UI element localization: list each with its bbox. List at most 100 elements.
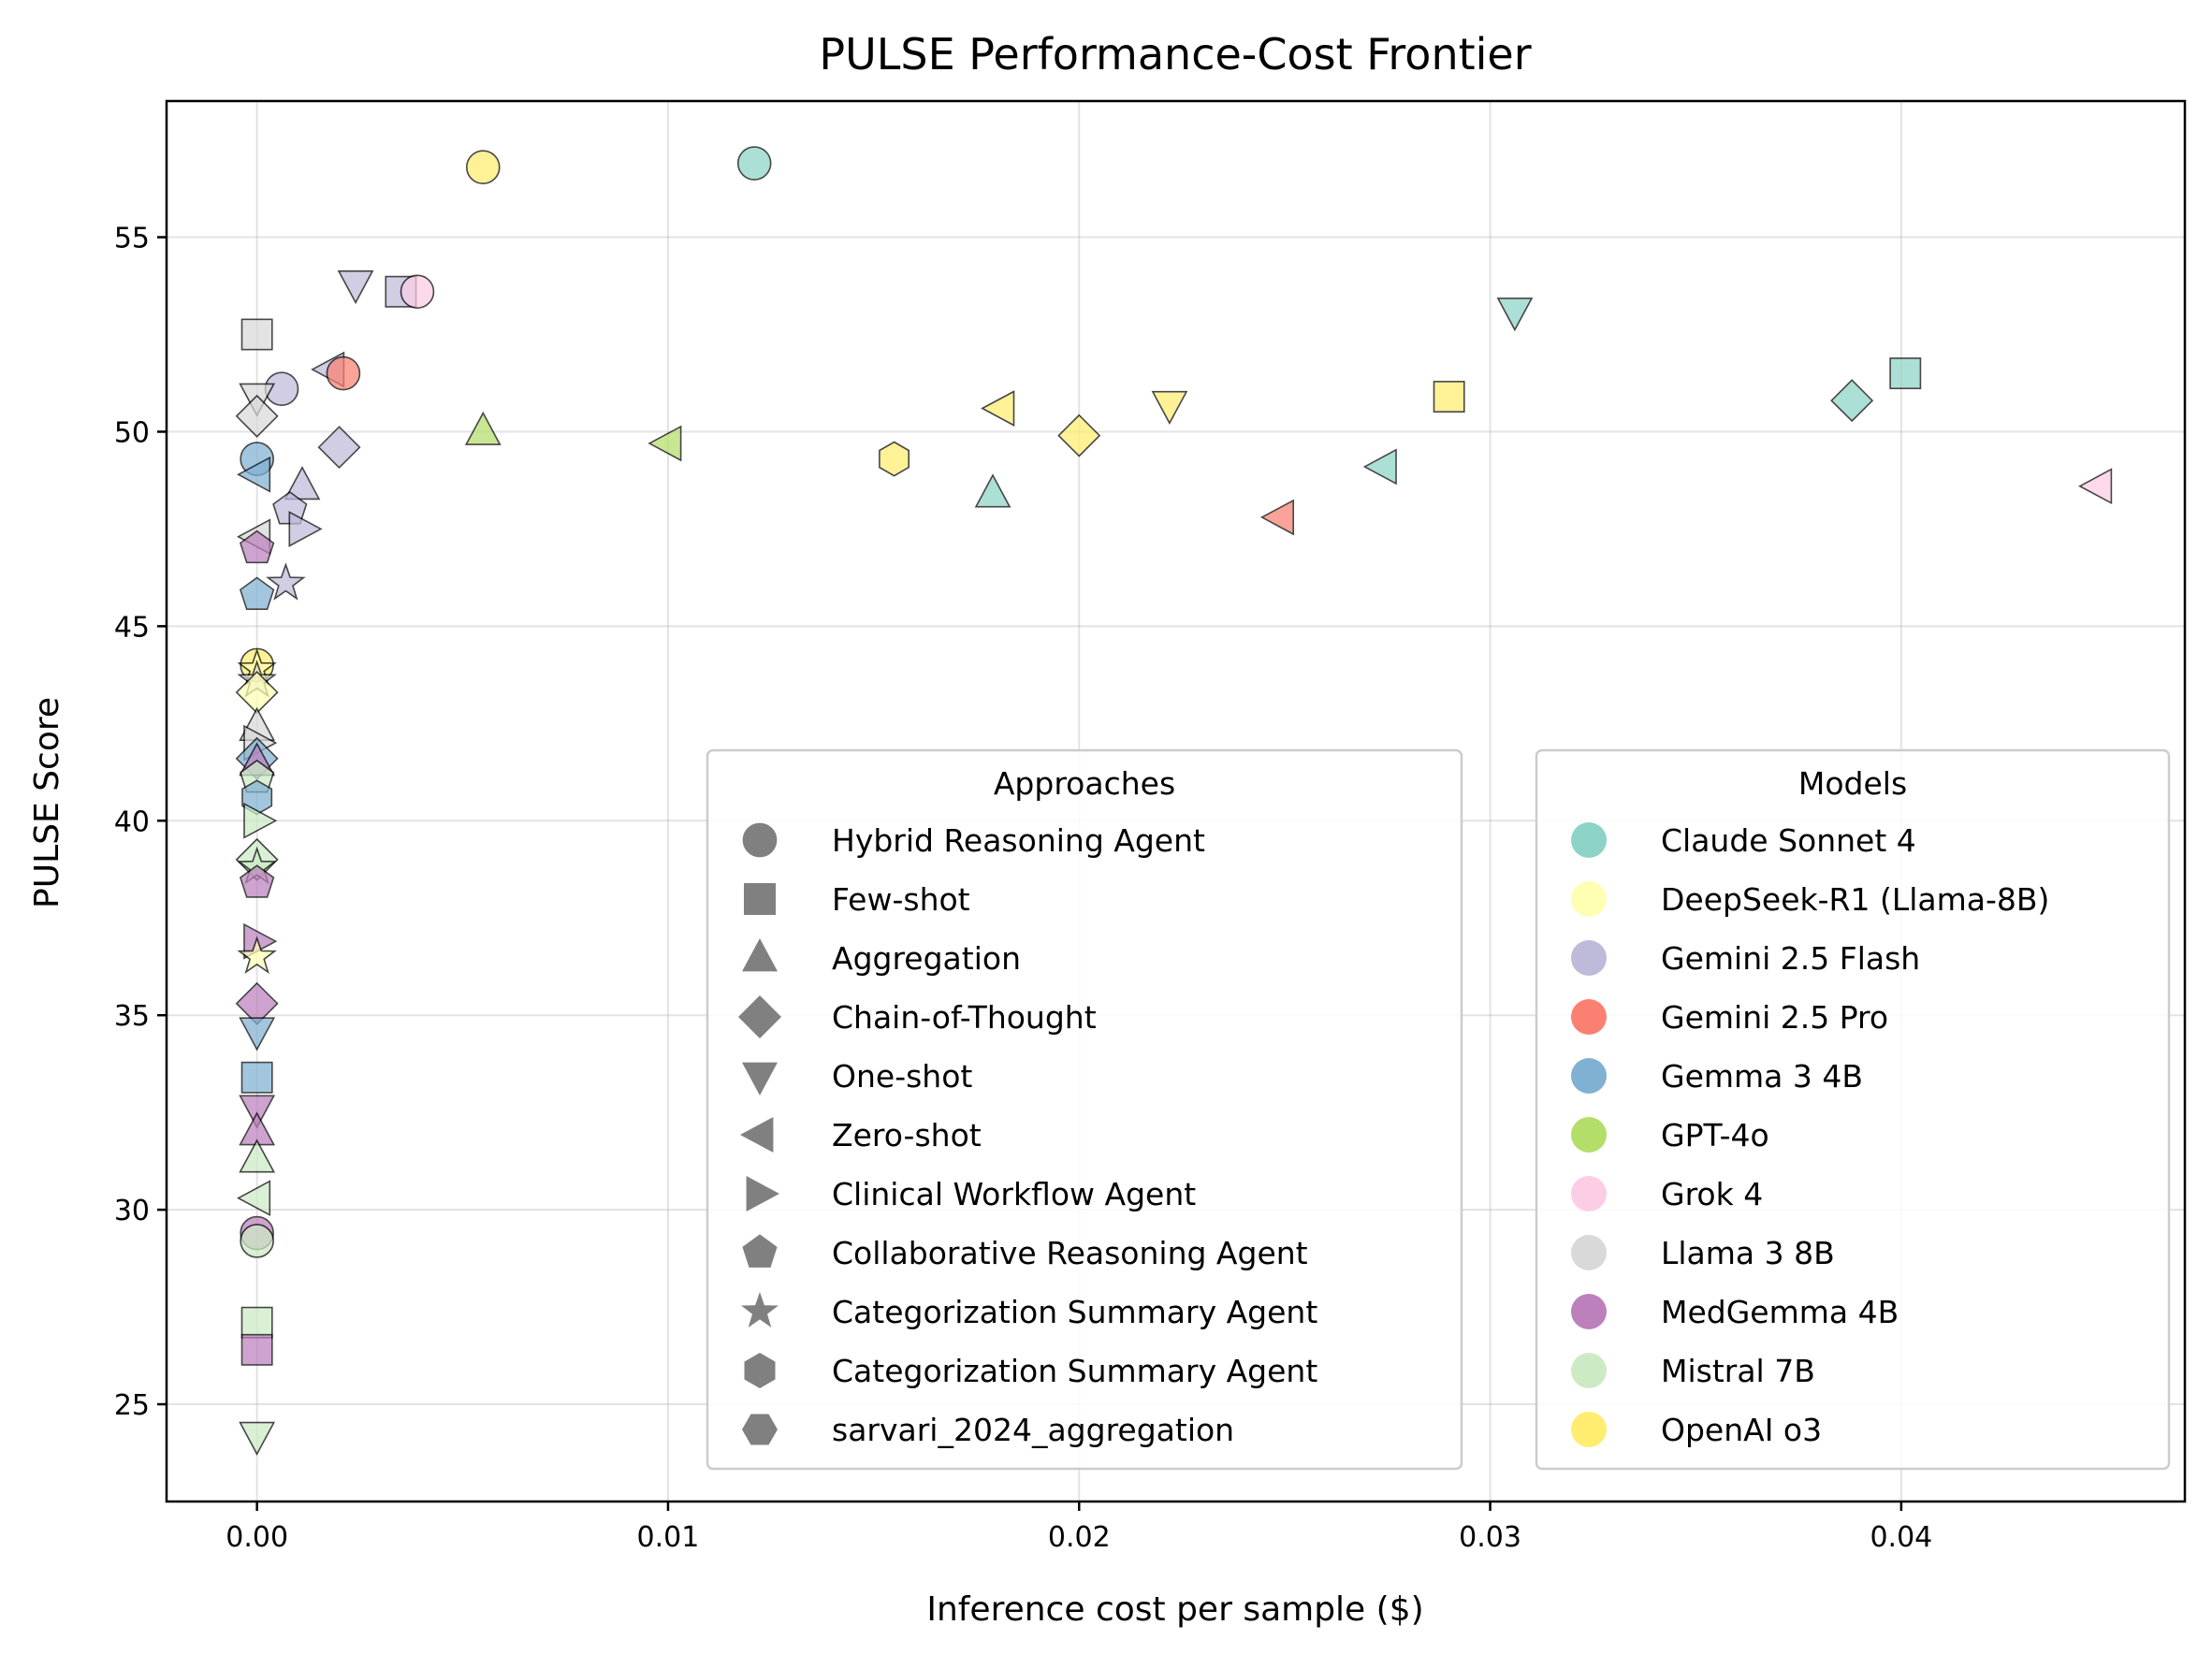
point-mistral-7b-triangle-up (239, 1139, 276, 1173)
point-claude-sonnet-4-triangle-left (1362, 448, 1397, 486)
point-mistral-7b-square (240, 1306, 273, 1339)
data-point (326, 355, 361, 391)
models-legend-label: Gemma 3 4B (1661, 1058, 1863, 1095)
data-point (981, 390, 1015, 427)
y-tick-label: 55 (114, 223, 150, 255)
legend-approach-triangle-up-icon (742, 938, 778, 972)
data-point (239, 1017, 276, 1052)
data-point (1057, 414, 1101, 457)
legend-approach-circle-icon (742, 822, 778, 858)
y-tick-label: 30 (114, 1195, 150, 1227)
data-point (1496, 297, 1534, 332)
point-gemini-2-5-pro-triangle-left (1259, 499, 1294, 536)
data-point (240, 1224, 274, 1258)
point-gemma-3-4b-triangle-left (237, 456, 271, 493)
point-openai-o3-square (1433, 381, 1465, 413)
legend-model-swatch (1571, 822, 1607, 858)
legend-approach-triangle-down-icon (742, 1062, 778, 1095)
approaches-legend-label: Hybrid Reasoning Agent (832, 822, 1205, 859)
point-gemini-2-5-flash-diamond (317, 426, 361, 470)
point-mistral-7b-triangle-down (239, 1421, 276, 1456)
legend-approach-diamond-icon (738, 995, 781, 1038)
point-gemini-2-5-flash-star (266, 562, 306, 601)
data-point (974, 473, 1011, 508)
models-legend-label: Gemini 2.5 Flash (1661, 940, 1920, 977)
point-openai-o3-hexagon (879, 441, 910, 477)
legend-model-swatch (1571, 999, 1607, 1035)
point-claude-sonnet-4-square (1889, 357, 1922, 390)
data-point (237, 1180, 271, 1217)
point-claude-sonnet-4-triangle-up (974, 473, 1011, 508)
models-legend-label: Llama 3 8B (1661, 1235, 1835, 1271)
data-point (239, 576, 275, 611)
data-point (239, 1421, 276, 1456)
point-llama-3-8b-diamond (235, 394, 279, 438)
point-mistral-7b-circle (240, 1224, 274, 1258)
approaches-legend-label: Collaborative Reasoning Agent (832, 1235, 1308, 1271)
y-tick-label: 25 (114, 1389, 150, 1422)
x-tick-label: 0.02 (1048, 1521, 1111, 1554)
models-legend-label: Mistral 7B (1661, 1353, 1815, 1389)
point-openai-o3-circle (465, 150, 501, 184)
data-point (240, 1061, 273, 1094)
point-gpt-4o-triangle-left (648, 425, 682, 462)
data-point (648, 425, 682, 462)
approaches-legend-label: Zero-shot (832, 1117, 982, 1153)
point-openai-o3-triangle-down (1151, 390, 1188, 425)
data-point (288, 511, 323, 547)
y-tick-label: 45 (114, 611, 150, 644)
approaches-legend-frame (706, 748, 1463, 1471)
legend-model-swatch (1571, 1353, 1607, 1388)
y-tick-label: 50 (114, 416, 150, 449)
data-point (240, 1306, 273, 1339)
point-gemini-2-5-flash-triangle-up (284, 466, 321, 501)
legend-model-swatch (1571, 1294, 1607, 1329)
data-point (400, 274, 435, 310)
legend-model-swatch (1571, 1176, 1607, 1211)
point-medgemma-4b-square (240, 1333, 273, 1366)
approaches-legend-label: Clinical Workflow Agent (832, 1176, 1196, 1212)
models-legend-label: Gemini 2.5 Pro (1661, 999, 1888, 1036)
models-legend-label: DeepSeek-R1 (Llama-8B) (1661, 881, 2049, 918)
point-gemma-3-4b-pentagon (239, 576, 275, 611)
y-axis-label: PULSE Score (28, 697, 66, 908)
legend-model-swatch (1571, 1235, 1607, 1270)
data-point (464, 411, 502, 445)
chart-title: PULSE Performance-Cost Frontier (819, 29, 1531, 80)
data-point (1362, 448, 1397, 486)
legend-approach-triangle-left-icon (740, 1117, 774, 1153)
data-point (317, 426, 361, 470)
legend-model-swatch (1571, 940, 1607, 976)
data-point (239, 1095, 276, 1129)
models-legend: Models Claude Sonnet 4 DeepSeek-R1 (Llama-… (1535, 748, 2171, 1471)
approaches-legend-label: One-shot (832, 1058, 972, 1095)
data-point (465, 150, 501, 184)
point-openai-o3-diamond (1057, 414, 1101, 457)
x-tick-label: 0.01 (637, 1521, 700, 1554)
legend-model-swatch (1571, 881, 1607, 917)
data-point (736, 146, 772, 181)
data-point (1889, 357, 1922, 390)
legend-model-swatch (1571, 1058, 1607, 1094)
data-point (266, 562, 306, 601)
point-mistral-7b-triangle-left (237, 1180, 271, 1217)
data-point (284, 466, 321, 501)
models-legend-frame (1535, 748, 2171, 1471)
data-point (337, 269, 374, 305)
data-point (1151, 390, 1188, 425)
point-claude-sonnet-4-circle (736, 146, 772, 181)
y-tick-label: 35 (114, 1000, 150, 1033)
legend-approach-square-icon (744, 883, 776, 915)
data-point (1259, 499, 1294, 536)
data-point (237, 456, 271, 493)
data-point (235, 394, 279, 438)
approaches-legend-label: Chain-of-Thought (832, 999, 1097, 1036)
point-claude-sonnet-4-diamond (1830, 379, 1874, 423)
data-point (239, 864, 275, 898)
models-legend-title: Models (1798, 765, 1907, 802)
data-point (879, 441, 910, 477)
approaches-legend-label: Aggregation (832, 940, 1021, 977)
data-point (1433, 381, 1465, 413)
models-legend-label: OpenAI o3 (1661, 1412, 1822, 1448)
data-point (240, 318, 273, 351)
